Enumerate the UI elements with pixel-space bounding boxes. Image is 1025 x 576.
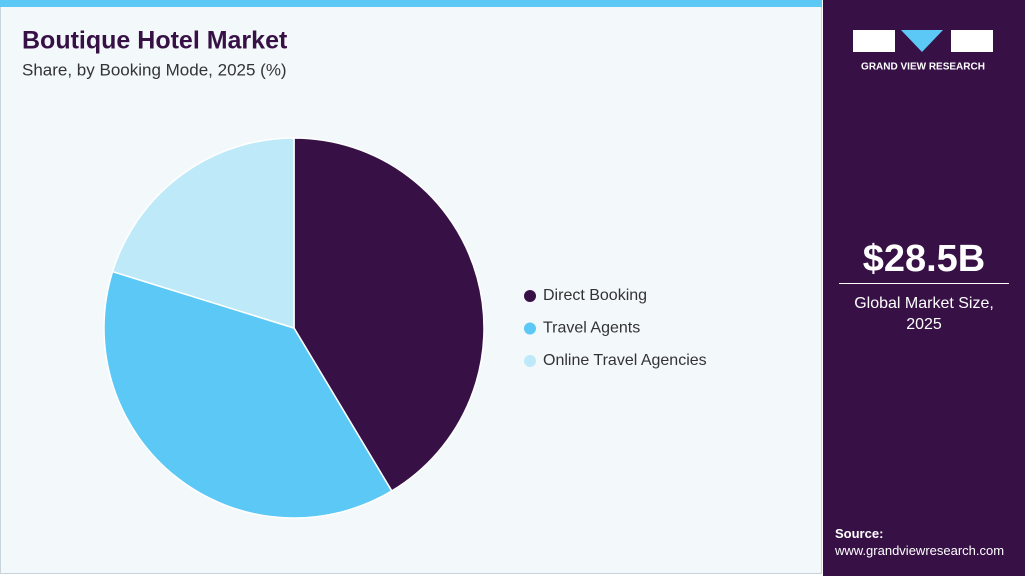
legend-swatch [524, 355, 536, 367]
legend-label: Online Travel Agencies [543, 352, 707, 369]
source-url: www.grandviewresearch.com [835, 543, 1005, 558]
legend-swatch [524, 290, 536, 302]
chart-title: Boutique Hotel Market [22, 27, 288, 55]
legend-label: Direct Booking [543, 287, 647, 304]
divider [839, 283, 1009, 284]
market-label: Global Market Size, 2025 [854, 295, 994, 333]
logo: GRAND VIEW RESEARCH [853, 30, 993, 73]
brand: GRAND VIEW RESEARCH [861, 62, 985, 73]
market-size: $28.5B [862, 238, 986, 280]
top-stripe [0, 0, 822, 7]
legend-label: Travel Agents [543, 320, 640, 337]
legend-swatch [524, 322, 536, 335]
pie-slice [111, 137, 295, 330]
pie-slice [293, 137, 485, 492]
chart: Boutique Hotel Market Share, by Booking … [22, 27, 707, 519]
pie-slice [103, 270, 393, 519]
chart-subtitle: Share, by Booking Mode, 2025 (%) [22, 60, 287, 79]
sidebar: GRAND VIEW RESEARCH $28.5B Global Market… [823, 0, 1025, 576]
source-label: Source: [835, 526, 884, 541]
pie [103, 137, 485, 519]
legend: Direct Booking Travel Agents Online Travel… [524, 287, 707, 369]
